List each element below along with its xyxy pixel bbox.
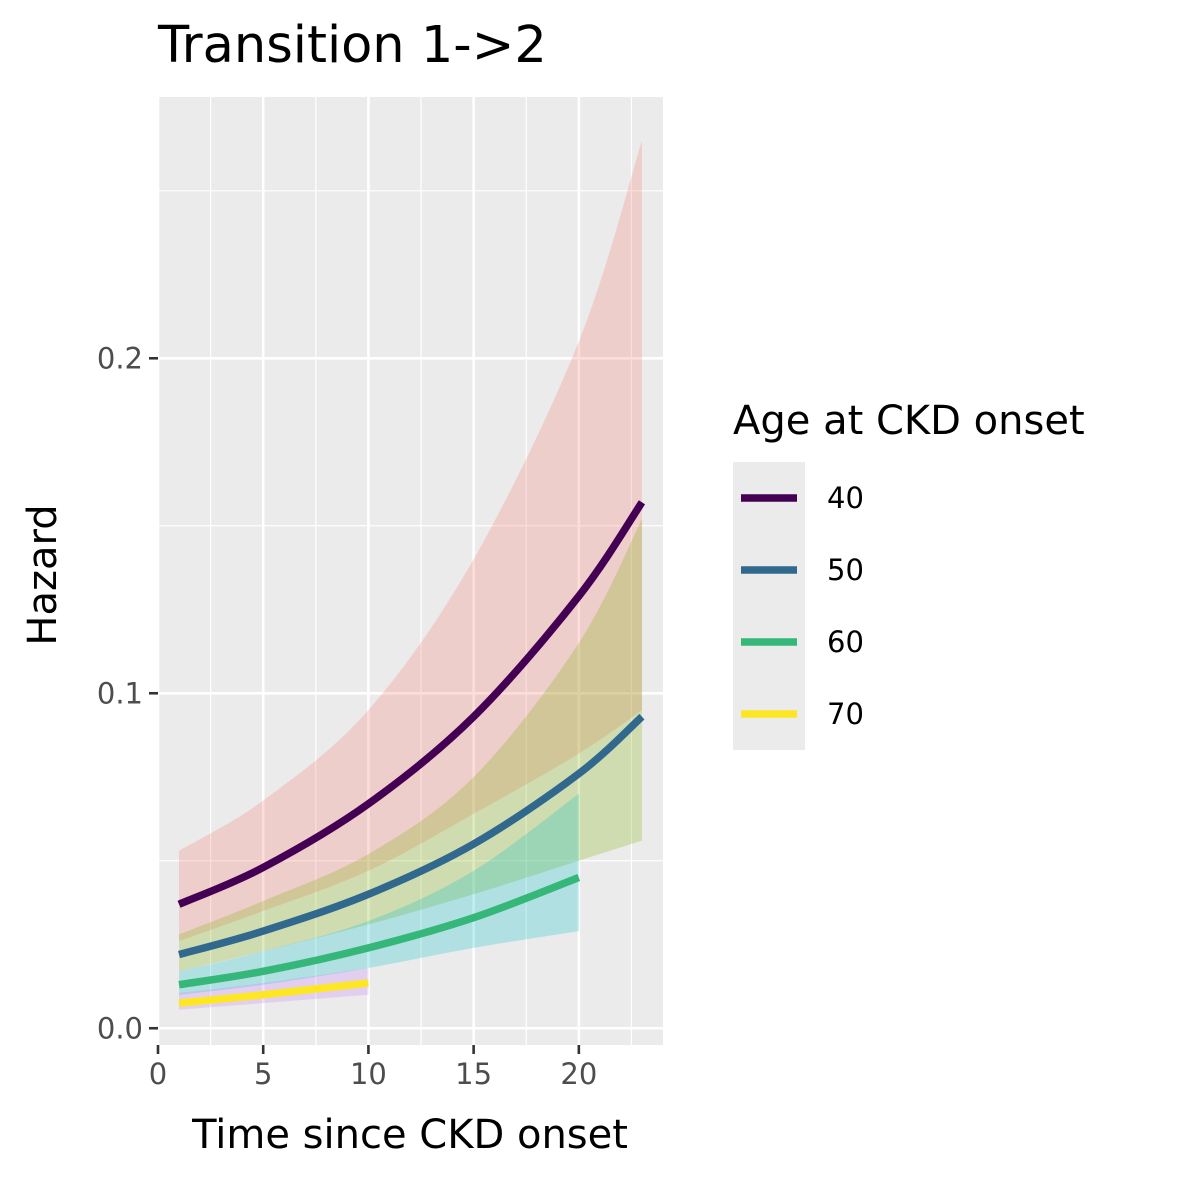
y-axis: 0.0 0.1 0.2	[97, 341, 158, 1045]
x-tick-label: 10	[350, 1057, 387, 1091]
hazard-line-50	[178, 713, 645, 959]
legend-label-70: 70	[827, 697, 864, 731]
y-tick-label: 0.2	[97, 341, 143, 375]
legend: Age at CKD onset 40 50 60 70	[733, 398, 1085, 750]
x-tick-label: 20	[560, 1057, 597, 1091]
x-tick-label: 15	[455, 1057, 492, 1091]
confidence-band-40	[179, 140, 642, 942]
y-tick-label: 0.1	[97, 676, 143, 710]
legend-label-40: 40	[827, 481, 864, 515]
legend-items: 40 50 60 70	[741, 481, 864, 731]
y-tick-label: 0.0	[97, 1011, 143, 1045]
y-axis-title: Hazard	[20, 504, 66, 645]
x-tick-label: 0	[149, 1057, 167, 1091]
chart-title: Transition 1->2	[157, 16, 547, 75]
confidence-band-50	[179, 519, 642, 972]
confidence-band-60	[179, 793, 579, 995]
legend-label-50: 50	[827, 553, 864, 587]
hazard-line-40	[177, 500, 646, 908]
legend-label-60: 60	[827, 625, 864, 659]
x-axis-title: Time since CKD onset	[191, 1112, 628, 1158]
hazard-line-60	[178, 874, 581, 989]
major-gridlines	[156, 97, 663, 1045]
hazard-lines	[177, 500, 646, 1007]
x-tick-label: 5	[254, 1057, 272, 1091]
legend-key-background	[733, 462, 805, 750]
legend-title: Age at CKD onset	[733, 398, 1085, 444]
hazard-line-70	[178, 979, 369, 1007]
x-axis: 0 5 10 15 20	[149, 1045, 597, 1091]
